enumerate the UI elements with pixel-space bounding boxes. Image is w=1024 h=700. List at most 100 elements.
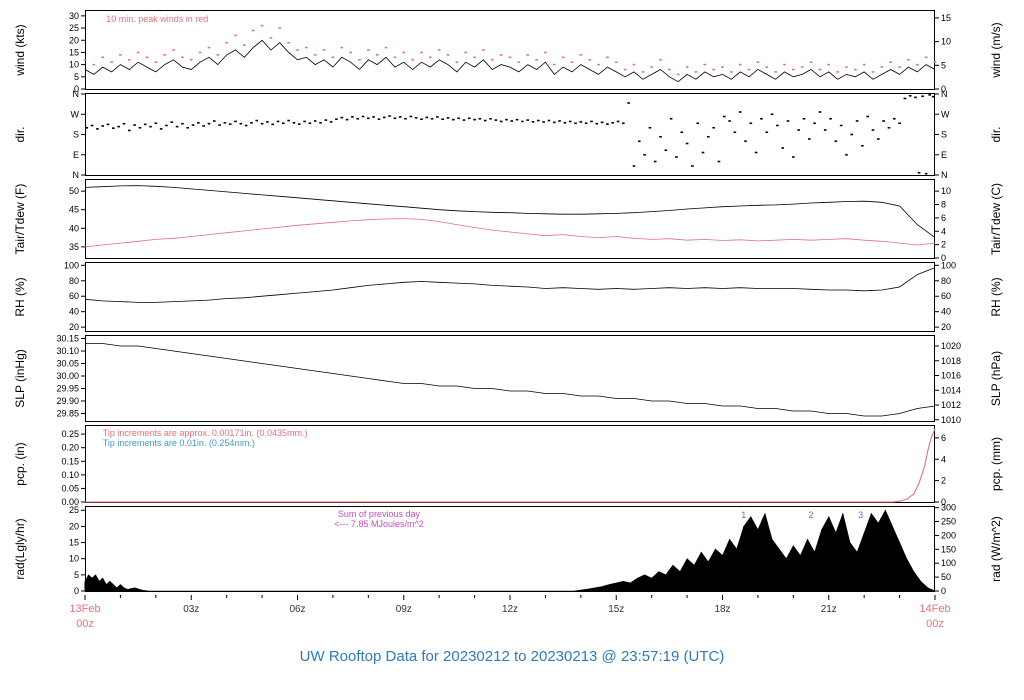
y-tick-label-left: 60 [69,291,79,301]
data-dot [738,111,742,113]
y-tick-label-left: 80 [69,276,79,286]
y-tick-label-right: 1014 [941,385,961,395]
data-dot [770,113,774,116]
y-tick-label-left: 35 [69,242,79,252]
panel-frame [85,335,935,422]
data-dot [829,117,832,120]
data-dot [508,56,512,59]
data-dot [251,29,255,32]
data-dot [809,61,813,63]
data-dot [694,71,698,73]
y-tick-label-left: 30.15 [56,334,79,344]
data-dot [411,58,414,61]
data-dot [712,68,715,71]
data-dot [776,124,779,127]
data-dot [473,118,476,121]
data-dot [136,51,140,54]
data-dot [818,68,822,71]
data-dot [202,125,205,127]
data-dot [574,122,577,125]
data-dot [324,119,328,121]
data-dot [372,116,375,118]
data-dot [928,94,931,96]
data-dot [351,116,354,118]
y-tick-label-right: N [941,89,948,99]
y-tick-label-right: 1012 [941,400,961,410]
y-tick-label-right: 50 [941,572,951,582]
data-dot [632,63,636,66]
data-dot [653,160,657,163]
data-dot [568,120,572,123]
y-tick-label-left: 5 [74,72,79,82]
data-dot [850,133,854,136]
data-dot [319,122,322,124]
series-wind-speed [84,39,936,83]
data-dot [792,156,795,158]
data-dot [377,118,381,120]
y-axis-label-left: rad(Lgly/hr) [13,518,27,579]
data-dot [133,124,136,126]
y-tick-label-left: 0.20 [61,443,79,453]
data-dot [802,117,806,120]
data-dot [186,126,190,129]
y-tick-label-left: 0.10 [61,470,79,480]
data-dot [517,61,521,63]
data-dot [441,118,445,120]
y-tick-label-right: 200 [941,530,956,540]
panel-frame [85,10,935,90]
x-tick-label: 09z [396,604,412,615]
data-dot [106,123,110,126]
data-dot [892,117,896,120]
data-dot [717,160,721,163]
data-dot [544,51,547,54]
panel-pcp: 0.00 0.05 0.10 0.15 0.20 0.25 0 2 4 6 pcp. (in) pcp… [13,425,1003,507]
data-dot [754,151,758,154]
data-dot [117,125,120,128]
data-dot [101,56,105,59]
series-air-temperature [84,185,936,238]
data-dot [455,61,459,63]
data-dot [728,120,731,122]
data-dot [398,116,402,118]
data-dot [563,122,567,124]
data-dot [597,63,600,66]
y-tick-label-right: 2 [941,240,946,250]
x-end-label-right-hour: 00z [926,618,944,630]
data-dot [189,58,193,61]
data-dot [297,123,301,125]
data-dot [404,117,407,120]
y-tick-label-right: 6 [941,433,946,443]
panel-wind: 0 5 10 15 20 25 30 0 5 10 15 wind (kts) wind (m/s) 10… [13,10,1003,94]
data-dot [765,66,769,68]
y-tick-label-left: 29.85 [56,409,79,419]
data-dot [823,129,827,131]
panel-rad: 0510152025050100150200250300rad(Lgly/hr)… [13,503,1003,596]
data-dot [420,51,423,54]
y-tick-label-left: 15 [69,538,79,548]
data-dot [611,122,615,124]
data-dot [669,117,673,120]
data-dot [712,126,715,129]
series-precipitation [85,428,936,503]
y-tick-label-left: 10 [69,60,79,70]
y-tick-label-left: 30.00 [56,371,79,381]
data-dot [243,44,246,46]
data-dot [807,138,811,140]
data-dot [643,153,646,156]
chart-title: UW Rooftop Data for 20230212 to 20230213… [299,648,725,665]
y-tick-label-left: 40 [69,307,79,317]
data-dot [623,68,627,71]
x-end-label-left-date: 13Feb [69,603,100,615]
data-dot [537,119,540,122]
data-dot [127,129,131,132]
data-dot [813,122,816,125]
y-tick-label-right: W [941,109,950,119]
data-dot [721,66,724,68]
data-dot [287,41,290,44]
data-dot [845,66,848,68]
data-dot [845,153,848,156]
data-dot [676,73,680,76]
data-dot [898,122,901,125]
